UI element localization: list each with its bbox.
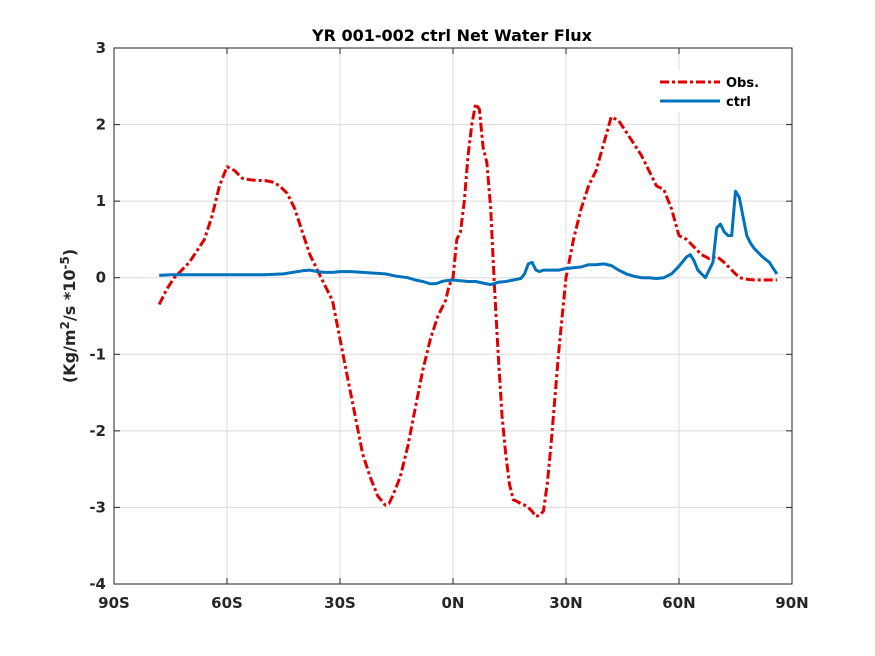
y-tick-label: -2 (89, 422, 106, 440)
y-axis-label: (Kg/m2/s *10-5) (58, 249, 79, 383)
series-line-ctrl (159, 189, 779, 287)
legend-box (650, 70, 778, 112)
axis-ticks: 90S 60S 30S 0N 30N 60N 90N -4 -3 -2 -1 0 1 2 3 (89, 39, 808, 612)
x-tick-label: 30S (324, 594, 356, 612)
y-tick-label: -3 (89, 498, 106, 516)
y-tick-label: 2 (96, 116, 106, 134)
x-tick-label: 30N (549, 594, 582, 612)
y-tick-label: -1 (89, 345, 106, 363)
y-tick-label: -4 (89, 575, 106, 593)
legend: Obs. ctrl (650, 70, 778, 112)
legend-label-obs: Obs. (726, 76, 759, 91)
y-tick-label: 3 (96, 39, 106, 57)
series-line-obs (157, 102, 777, 519)
x-tick-label: 0N (442, 594, 465, 612)
y-tick-label: 0 (96, 269, 106, 287)
x-tick-label: 90N (775, 594, 808, 612)
chart-title: YR 001-002 ctrl Net Water Flux (311, 26, 593, 45)
y-tick-label: 1 (96, 192, 106, 210)
x-tick-label: 60S (211, 594, 243, 612)
x-tick-label: 90S (98, 594, 130, 612)
grid-lines (114, 48, 792, 584)
plot-series (157, 102, 779, 519)
x-tick-label: 60N (662, 594, 695, 612)
legend-label-ctrl: ctrl (726, 95, 751, 110)
